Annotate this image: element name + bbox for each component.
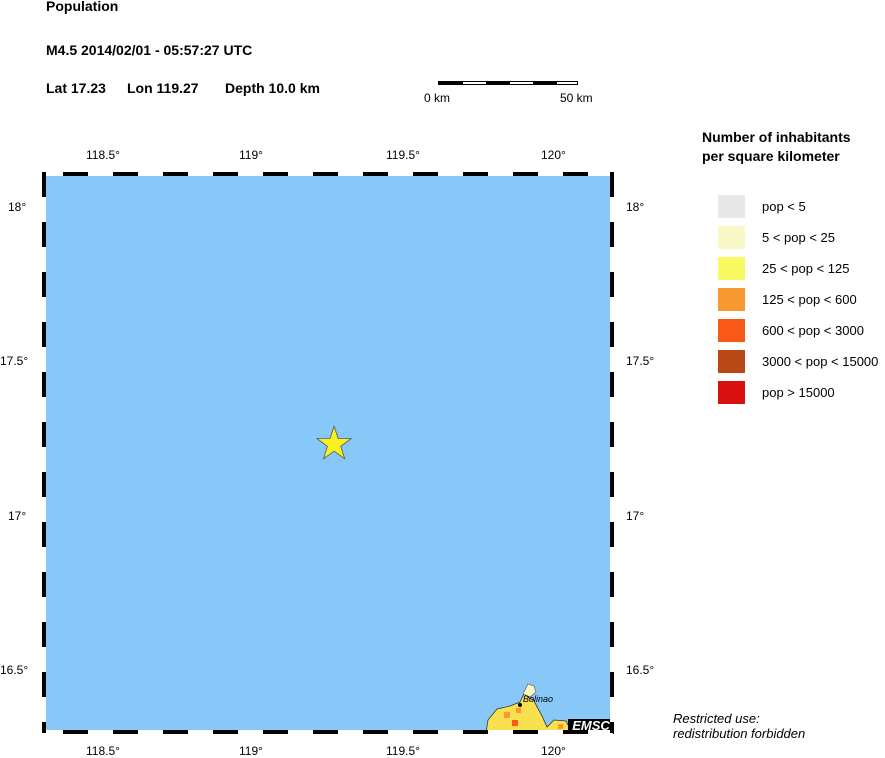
legend-label: 125 < pop < 600 xyxy=(762,292,857,307)
lat-tick-right: 17° xyxy=(626,509,645,523)
frame-border-left xyxy=(42,172,46,733)
lon-tick-top: 119.5° xyxy=(386,148,420,162)
lat-label: Lat 17.23 xyxy=(46,80,106,96)
emsc-logo: EMSC xyxy=(568,719,614,733)
legend-subtitle: per square kilometer xyxy=(702,148,840,164)
bolinao-marker xyxy=(518,703,522,707)
lat-tick-right: 16.5° xyxy=(626,663,655,677)
page-title: Population xyxy=(46,0,119,14)
lat-tick-right: 18° xyxy=(626,200,645,214)
legend-label: 25 < pop < 125 xyxy=(762,261,850,276)
place-label: Bolinao xyxy=(523,694,554,704)
frame-border-top xyxy=(42,172,614,176)
legend-swatch xyxy=(718,350,745,373)
lon-tick-top: 118.5° xyxy=(86,148,120,162)
depth-label: Depth 10.0 km xyxy=(225,80,320,96)
legend-label: pop < 5 xyxy=(762,199,806,214)
notice-line2: redistribution forbidden xyxy=(673,726,806,741)
scale-bar xyxy=(438,81,578,85)
lat-tick-left: 17.5° xyxy=(0,354,29,368)
scale-end: 50 km xyxy=(560,91,593,105)
lat-tick-left: 18° xyxy=(8,200,27,214)
lat-tick-left: 16.5° xyxy=(0,663,29,677)
land-island xyxy=(522,683,537,698)
scale-start: 0 km xyxy=(424,91,451,105)
lat-tick-left: 17° xyxy=(8,509,27,523)
frame-border-bottom xyxy=(42,730,614,734)
event-info: M4.5 2014/02/01 - 05:57:27 UTC xyxy=(46,42,253,58)
land-pop-cells xyxy=(558,724,563,729)
map-layer xyxy=(315,424,573,733)
lon-tick-bottom: 119° xyxy=(239,744,263,758)
legend-swatch xyxy=(718,381,745,404)
legend-swatch xyxy=(718,288,745,311)
land-pop-cells xyxy=(516,708,521,713)
land-pop-cells xyxy=(504,712,510,718)
land-pop-cells xyxy=(512,720,518,726)
map-area[interactable]: Bolinao EMSC xyxy=(42,172,614,733)
lat-tick-right: 17.5° xyxy=(626,354,655,368)
legend-label: 600 < pop < 3000 xyxy=(762,323,864,338)
legend-label: 5 < pop < 25 xyxy=(762,230,836,245)
lon-tick-bottom: 120° xyxy=(541,744,566,758)
legend-label: pop > 15000 xyxy=(762,385,835,400)
legend-swatch xyxy=(718,257,745,280)
epicenter-star-icon xyxy=(315,424,353,460)
legend-title: Number of inhabitants xyxy=(702,129,851,145)
legend-swatch xyxy=(718,226,745,249)
lon-tick-top: 120° xyxy=(541,148,566,162)
lon-tick-bottom: 119.5° xyxy=(386,744,420,758)
legend-swatch xyxy=(718,195,745,218)
lon-label: Lon 119.27 xyxy=(127,80,199,96)
frame-border-right xyxy=(610,172,614,733)
legend-label: 3000 < pop < 15000 xyxy=(762,354,879,369)
land-luzon xyxy=(485,693,573,733)
lon-tick-bottom: 118.5° xyxy=(86,744,120,758)
notice-line1: Restricted use: xyxy=(673,711,760,726)
legend-swatch xyxy=(718,319,745,342)
lon-tick-top: 119° xyxy=(239,148,263,162)
